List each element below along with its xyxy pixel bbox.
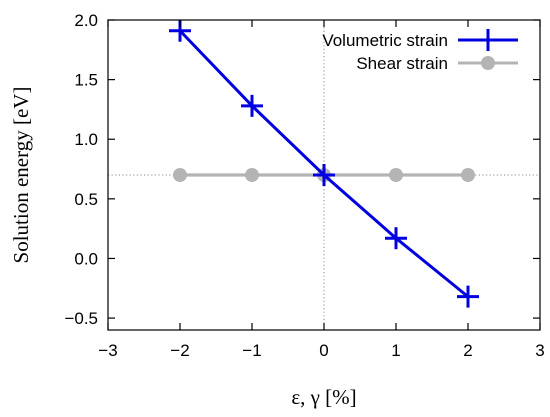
legend-label-shear-strain: Shear strain: [356, 54, 448, 73]
shear-strain-point: [245, 168, 259, 182]
volumetric-strain-point: [457, 285, 479, 308]
volumetric-strain-point: [241, 94, 263, 117]
x-tick-label: 1: [391, 341, 400, 360]
legend-label-volumetric-strain: Volumetric strain: [322, 31, 448, 50]
volumetric-strain-point: [385, 227, 407, 250]
legend-marker-shear-strain: [481, 56, 495, 70]
axis-ticks: −3 −2 −1 0 1 2 3 −0.5 0.0 0.5 1.0 1.5 2.0: [64, 11, 544, 360]
x-tick-label: 2: [463, 341, 472, 360]
y-axis-title: Solution energy [eV]: [9, 87, 33, 264]
y-tick-label: 0.5: [74, 190, 98, 209]
y-tick-label: 0.0: [74, 249, 98, 268]
shear-strain-point: [173, 168, 187, 182]
x-tick-label: −2: [170, 341, 189, 360]
volumetric-strain-point: [313, 164, 335, 186]
y-tick-label: 1.5: [74, 71, 98, 90]
x-tick-label: −1: [242, 341, 261, 360]
shear-strain-point: [389, 168, 403, 182]
x-tick-label: −3: [98, 341, 117, 360]
y-tick-label: 1.0: [74, 130, 98, 149]
y-tick-label: 2.0: [74, 11, 98, 30]
x-tick-label: 3: [535, 341, 544, 360]
shear-strain-point: [461, 168, 475, 182]
legend: Volumetric strain Shear strain: [322, 29, 518, 73]
x-axis-title: ε, γ [%]: [291, 385, 356, 409]
y-tick-label: −0.5: [64, 309, 98, 328]
series-layer: [169, 19, 479, 308]
x-tick-label: 0: [319, 341, 328, 360]
